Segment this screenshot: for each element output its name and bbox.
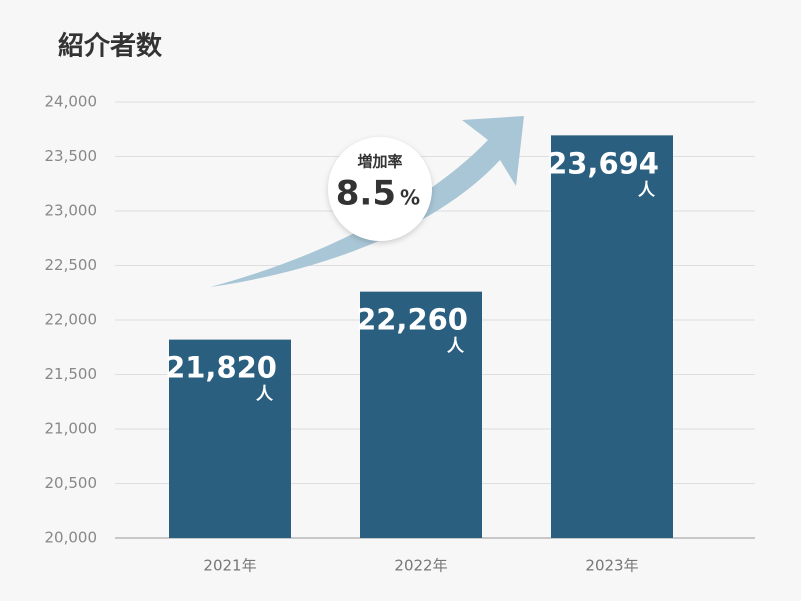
annotation-title: 増加率 [357,153,402,171]
y-tick-label: 20,500 [45,474,98,492]
value-unit: 人 [256,385,274,405]
value-unit: 人 [638,180,656,200]
annotation-badge [328,137,432,241]
x-tick-label: 2022年 [394,557,447,575]
bar [360,291,482,538]
value-label: 21,820 [165,351,277,385]
value-label: 23,694 [547,146,659,180]
annotation-value: 8.5 [336,174,396,214]
y-tick-label: 24,000 [45,93,98,111]
y-tick-label: 22,000 [45,311,98,329]
y-tick-label: 22,500 [45,256,98,274]
y-tick-label: 21,000 [45,420,98,438]
annotation-unit: % [400,186,420,210]
bar [551,135,673,538]
chart-title: 紹介者数 [58,31,163,62]
y-tick-label: 23,500 [45,147,98,165]
x-tick-label: 2023年 [585,557,638,575]
x-tick-label: 2021年 [203,557,256,575]
y-tick-label: 23,000 [45,202,98,220]
bar [169,339,291,538]
y-tick-label: 21,500 [45,365,98,383]
value-unit: 人 [447,337,465,357]
growth-arrow [210,116,524,287]
value-label: 22,260 [356,303,468,337]
y-tick-label: 20,000 [45,529,98,547]
